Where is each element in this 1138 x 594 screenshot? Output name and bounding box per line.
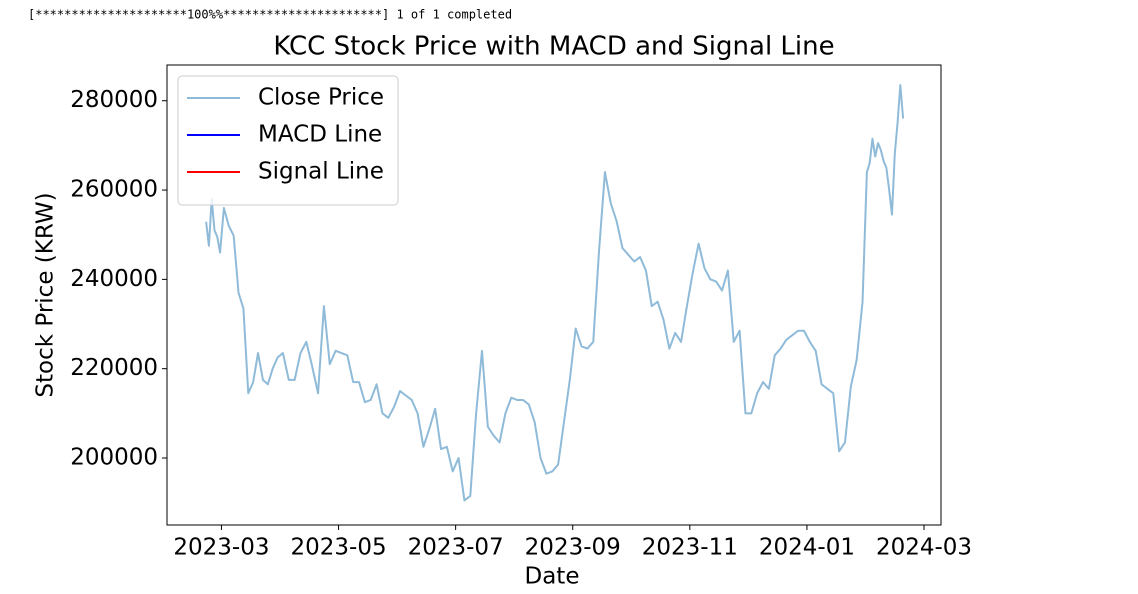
y-tick-label: 260000 [70, 177, 158, 203]
x-tick-label: 2024-03 [876, 535, 972, 561]
legend: Close Price MACD Line Signal Line [177, 75, 399, 206]
x-tick-label: 2023-07 [408, 535, 504, 561]
x-tick-label: 2023-11 [642, 535, 738, 561]
x-axis-label: Date [525, 564, 580, 590]
legend-label: Signal Line [258, 159, 384, 185]
y-axis-label: Stock Price (KRW) [33, 192, 59, 397]
chart-title: KCC Stock Price with MACD and Signal Lin… [273, 32, 834, 62]
y-tick-label: 280000 [70, 87, 158, 113]
price-line [205, 84, 905, 502]
x-tick-label: 2023-05 [290, 535, 386, 561]
legend-label: Close Price [258, 85, 384, 111]
x-tick-label: 2023-09 [525, 535, 621, 561]
y-tick-label: 200000 [70, 445, 158, 471]
x-tick-label: 2023-03 [173, 535, 269, 561]
y-tick-label: 220000 [70, 355, 158, 381]
y-tick-label: 240000 [70, 266, 158, 292]
legend-label: MACD Line [258, 122, 382, 148]
x-tick-label: 2024-01 [759, 535, 855, 561]
console-output: [*********************100%%*************… [28, 8, 512, 22]
plot-frame [166, 64, 942, 526]
